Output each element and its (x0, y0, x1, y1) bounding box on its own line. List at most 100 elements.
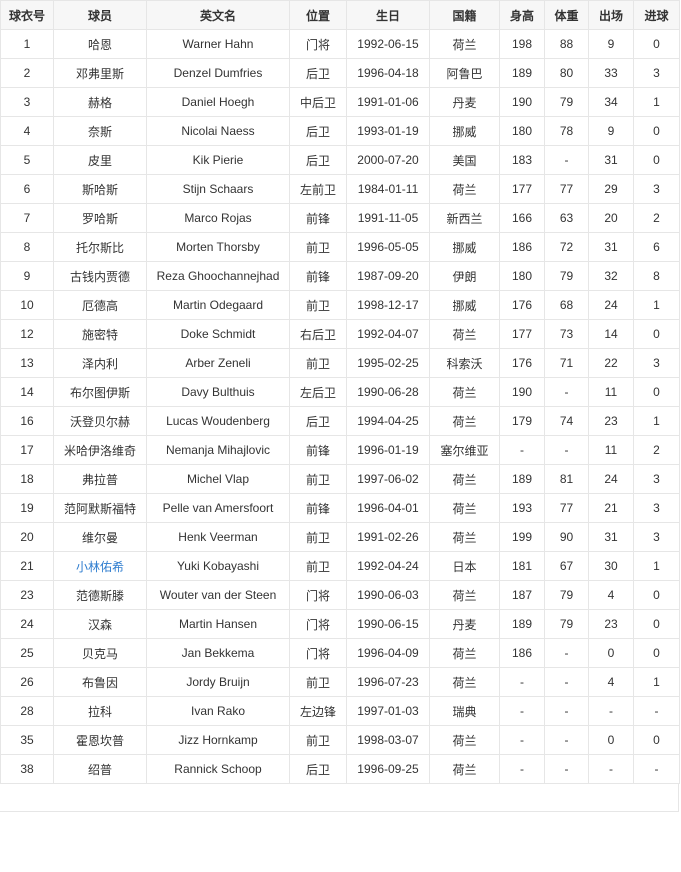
cell-birthday: 1997-01-03 (346, 696, 430, 726)
cell-position: 前卫 (289, 667, 347, 697)
cell-goals: 3 (633, 174, 680, 204)
table-row: 28 拉科 Ivan Rako 左边锋 1997-01-03 瑞典 - - - - (0, 696, 680, 726)
cell-height: 176 (499, 348, 545, 378)
cell-appearances: 4 (588, 580, 634, 610)
cell-english-name: Pelle van Amersfoort (146, 493, 290, 523)
cell-jersey-number: 16 (0, 406, 54, 436)
player-link[interactable]: 小林佑希 (75, 559, 124, 574)
cell-weight: - (544, 754, 589, 784)
cell-english-name: Jizz Hornkamp (146, 725, 290, 755)
table-row: 24 汉森 Martin Hansen 门将 1990-06-15 丹麦 189 79 23 0 (0, 609, 680, 639)
cell-jersey-number: 7 (0, 203, 54, 233)
cell-weight: 77 (544, 493, 589, 523)
cell-position: 后卫 (289, 406, 347, 436)
cell-height: - (499, 435, 545, 465)
cell-appearances: 22 (588, 348, 634, 378)
cell-english-name: Marco Rojas (146, 203, 290, 233)
cell-birthday: 1992-04-07 (346, 319, 430, 349)
cell-english-name: Michel Vlap (146, 464, 290, 494)
cell-birthday: 1996-04-18 (346, 58, 430, 88)
cell-height: 189 (499, 609, 545, 639)
cell-nationality: 丹麦 (429, 87, 500, 117)
cell-nationality: 荷兰 (429, 638, 500, 668)
table-row: 26 布鲁因 Jordy Bruijn 前卫 1996-07-23 荷兰 - -4 1 (0, 667, 680, 697)
cell-weight: 63 (544, 203, 589, 233)
cell-jersey-number: 9 (0, 261, 54, 291)
cell-height: - (499, 667, 545, 697)
cell-height: 180 (499, 261, 545, 291)
cell-weight: 79 (544, 580, 589, 610)
table-row: 12 施密特 Doke Schmidt 右后卫 1992-04-07 荷兰 177 73 14 0 (0, 319, 680, 349)
header-birthday: 生日 (346, 0, 430, 30)
header-player-name: 球员 (53, 0, 147, 30)
cell-player-name: 汉森 (53, 609, 147, 639)
cell-birthday: 1987-09-20 (346, 261, 430, 291)
cell-english-name: Ivan Rako (146, 696, 290, 726)
cell-jersey-number: 3 (0, 87, 54, 117)
cell-weight: 73 (544, 319, 589, 349)
cell-player-name: 托尔斯比 (53, 232, 147, 262)
cell-height: 199 (499, 522, 545, 552)
table-row: 23 范德斯滕 Wouter van der Steen 门将 1990-06-03 荷兰… (0, 580, 680, 610)
cell-position: 前卫 (289, 725, 347, 755)
cell-nationality: 荷兰 (429, 493, 500, 523)
cell-weight: 79 (544, 261, 589, 291)
cell-goals: 1 (633, 406, 680, 436)
cell-nationality: 荷兰 (429, 406, 500, 436)
cell-jersey-number: 23 (0, 580, 54, 610)
cell-birthday: 1998-12-17 (346, 290, 430, 320)
cell-english-name: Kik Pierie (146, 145, 290, 175)
cell-birthday: 1996-04-01 (346, 493, 430, 523)
cell-height: 190 (499, 87, 545, 117)
cell-position: 后卫 (289, 116, 347, 146)
table-row: 25 贝克马 Jan Bekkema 门将 1996-04-09 荷兰 186-0 0 (0, 638, 680, 668)
cell-english-name: Martin Odegaard (146, 290, 290, 320)
cell-english-name: Denzel Dumfries (146, 58, 290, 88)
cell-jersey-number: 14 (0, 377, 54, 407)
cell-player-name: 拉科 (53, 696, 147, 726)
table-row: 9 古钱内贾德 Reza Ghoochannejhad 前锋 1987-09-20 伊朗 1… (0, 261, 680, 291)
cell-goals: 2 (633, 203, 680, 233)
cell-birthday: 1996-01-19 (346, 435, 430, 465)
cell-weight: 77 (544, 174, 589, 204)
cell-weight: 80 (544, 58, 589, 88)
cell-position: 前卫 (289, 232, 347, 262)
cell-jersey-number: 2 (0, 58, 54, 88)
cell-birthday: 1996-07-23 (346, 667, 430, 697)
cell-height: 189 (499, 58, 545, 88)
cell-birthday: 1984-01-11 (346, 174, 430, 204)
cell-player-name: 邓弗里斯 (53, 58, 147, 88)
cell-weight: 81 (544, 464, 589, 494)
header-appearances: 出场 (588, 0, 634, 30)
cell-appearances: 29 (588, 174, 634, 204)
cell-nationality: 荷兰 (429, 174, 500, 204)
cell-player-name: 厄德高 (53, 290, 147, 320)
cell-goals: 3 (633, 58, 680, 88)
cell-jersey-number: 10 (0, 290, 54, 320)
cell-position: 前卫 (289, 464, 347, 494)
cell-position: 前锋 (289, 203, 347, 233)
cell-player-name: 维尔曼 (53, 522, 147, 552)
cell-english-name: Rannick Schoop (146, 754, 290, 784)
cell-goals: 2 (633, 435, 680, 465)
cell-player-name: 罗哈斯 (53, 203, 147, 233)
cell-player-name: 斯哈斯 (53, 174, 147, 204)
cell-birthday: 1990-06-15 (346, 609, 430, 639)
cell-position: 左前卫 (289, 174, 347, 204)
cell-birthday: 1992-06-15 (346, 29, 430, 59)
table-row: 18 弗拉普 Michel Vlap 前卫 1997-06-02 荷兰 189 81 24 3 (0, 464, 680, 494)
cell-birthday: 1991-11-05 (346, 203, 430, 233)
cell-goals: 0 (633, 377, 680, 407)
cell-nationality: 荷兰 (429, 319, 500, 349)
cell-appearances: 11 (588, 435, 634, 465)
cell-position: 前锋 (289, 435, 347, 465)
cell-appearances: 34 (588, 87, 634, 117)
cell-english-name: Warner Hahn (146, 29, 290, 59)
cell-weight: 79 (544, 87, 589, 117)
cell-nationality: 荷兰 (429, 522, 500, 552)
cell-appearances: 9 (588, 116, 634, 146)
cell-position: 前卫 (289, 348, 347, 378)
player-table: 球衣号 球员 英文名 位置 生日 国籍 身高 体重 出场 进球 1 哈恩 Warner Hahn 门将 1… (0, 0, 680, 784)
cell-nationality: 阿鲁巴 (429, 58, 500, 88)
cell-position: 门将 (289, 609, 347, 639)
